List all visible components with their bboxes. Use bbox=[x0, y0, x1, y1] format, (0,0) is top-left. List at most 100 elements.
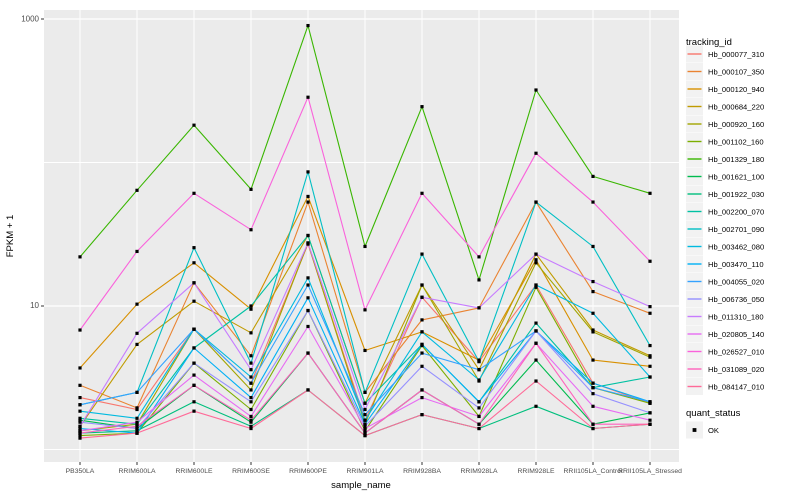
data-point-Hb_002701_090-RRIM928LA bbox=[477, 359, 481, 364]
data-point-Hb_006736_050-RRIM928LE bbox=[534, 329, 538, 333]
data-point-Hb_000120_940-RRIM600SE bbox=[249, 307, 253, 311]
data-point-Hb_001621_100-PB350LA bbox=[78, 418, 82, 422]
data-point-Hb_003462_080-RRIM600PE bbox=[306, 276, 310, 280]
legend-label-Hb_011310_180: Hb_011310_180 bbox=[708, 312, 764, 321]
data-point-Hb_006736_050-RRIM600LA bbox=[135, 426, 139, 431]
x-axis-title: sample_name bbox=[331, 480, 391, 491]
data-point-Hb_020805_140-RRII105LA_Stressed bbox=[648, 418, 652, 422]
data-point-Hb_020805_140-RRIM901LA bbox=[363, 426, 367, 431]
data-point-Hb_001922_030-RRIM600LA bbox=[135, 429, 139, 433]
data-point-Hb_003470_110-RRII105LA_Control bbox=[591, 381, 595, 385]
data-point-Hb_026527_010-RRIM600LA bbox=[135, 249, 139, 254]
data-point-Hb_006736_050-PB350LA bbox=[78, 420, 82, 424]
data-point-Hb_001621_100-RRIM600SE bbox=[249, 420, 253, 424]
legend-tracking-entries: Hb_000077_310 Hb_000107_350 Hb_000120_940 H… bbox=[686, 45, 764, 395]
data-point-Hb_004055_020-RRIM600LE bbox=[192, 327, 196, 331]
legend-label-Hb_000684_220: Hb_000684_220 bbox=[708, 102, 764, 111]
data-point-Hb_011310_180-RRII105LA_Stressed bbox=[648, 305, 652, 309]
legend-label-quant-OK: OK bbox=[708, 426, 719, 435]
data-point-Hb_084147_010-RRIM600SE bbox=[249, 426, 253, 431]
data-point-Hb_001329_180-RRIM928LE bbox=[534, 88, 538, 92]
data-point-Hb_000120_940-RRIM901LA bbox=[363, 348, 367, 353]
legend-label-Hb_001329_180: Hb_001329_180 bbox=[708, 155, 764, 164]
data-point-Hb_011310_180-RRIM928BA bbox=[420, 295, 424, 299]
data-point-Hb_001102_160-RRIM600SE bbox=[249, 407, 253, 412]
x-tick-label-RRIM901LA: RRIM901LA bbox=[346, 468, 383, 475]
data-point-Hb_000120_940-RRII105LA_Stressed bbox=[648, 364, 652, 368]
legend-quant-entries: OK bbox=[686, 421, 719, 439]
legend-label-Hb_006736_050: Hb_006736_050 bbox=[708, 295, 764, 304]
data-point-Hb_002200_070-PB350LA bbox=[78, 416, 82, 420]
data-point-Hb_004055_020-RRII105LA_Stressed bbox=[648, 400, 652, 404]
data-point-Hb_000920_160-RRIM600SE bbox=[249, 388, 253, 392]
data-point-Hb_026527_010-RRIM928LA bbox=[477, 255, 481, 259]
data-point-Hb_026527_010-RRIM928BA bbox=[420, 191, 424, 195]
data-point-Hb_003470_110-RRIM928BA bbox=[420, 342, 424, 347]
data-point-Hb_001102_160-PB350LA bbox=[78, 433, 82, 438]
data-point-Hb_084147_010-RRIM928BA bbox=[420, 413, 424, 417]
data-point-Hb_004055_020-RRIM928LA bbox=[477, 368, 481, 372]
data-point-Hb_084147_010-RRIM928LE bbox=[534, 379, 538, 383]
data-point-Hb_000120_940-PB350LA bbox=[78, 366, 82, 370]
data-point-Hb_002701_090-RRIM600SE bbox=[249, 361, 253, 365]
data-point-Hb_002701_090-RRIM928BA bbox=[420, 252, 424, 256]
data-point-Hb_000684_220-RRIM600LA bbox=[135, 342, 139, 347]
data-point-Hb_003462_080-RRIM928BA bbox=[420, 330, 424, 334]
data-point-Hb_026527_010-RRII105LA_Control bbox=[591, 200, 595, 204]
data-point-Hb_026527_010-RRIM600PE bbox=[306, 95, 310, 99]
data-point-Hb_000107_350-RRII105LA_Control bbox=[591, 289, 595, 294]
data-point-Hb_004055_020-RRIM600LA bbox=[135, 390, 139, 394]
legend-key-point-ok bbox=[692, 428, 697, 432]
data-point-Hb_001621_100-RRIM928LE bbox=[534, 358, 538, 362]
legend-title-quant-status: quant_status bbox=[686, 408, 741, 419]
data-point-Hb_002701_090-RRII105LA_Control bbox=[591, 244, 595, 249]
data-point-Hb_001329_180-RRIM600PE bbox=[306, 23, 310, 28]
data-point-Hb_001329_180-RRIM600LA bbox=[135, 188, 139, 192]
data-point-Hb_006736_050-RRII105LA_Stressed bbox=[648, 411, 652, 415]
data-point-Hb_000684_220-RRII105LA_Control bbox=[591, 328, 595, 332]
data-point-Hb_004055_020-RRIM928BA bbox=[420, 351, 424, 355]
x-tick-label-RRIM600LE: RRIM600LE bbox=[175, 468, 212, 475]
data-point-Hb_006736_050-RRIM901LA bbox=[363, 424, 367, 428]
data-point-Hb_031089_020-RRII105LA_Control bbox=[591, 422, 595, 426]
data-point-Hb_003470_110-RRIM928LA bbox=[477, 400, 481, 404]
y-axis-title: FPKM + 1 bbox=[5, 215, 16, 258]
data-point-Hb_084147_010-RRIM928LA bbox=[477, 426, 481, 431]
data-point-Hb_001329_180-RRII105LA_Stressed bbox=[648, 191, 652, 195]
data-point-Hb_002200_070-RRIM600PE bbox=[306, 233, 310, 238]
data-point-Hb_011310_180-RRIM901LA bbox=[363, 407, 367, 412]
data-point-Hb_031089_020-RRIM928BA bbox=[420, 388, 424, 392]
data-point-Hb_002701_090-RRIM600LE bbox=[192, 246, 196, 250]
data-point-Hb_000077_310-PB350LA bbox=[78, 395, 82, 400]
data-point-Hb_003470_110-RRIM600PE bbox=[306, 296, 310, 300]
legend-label-Hb_003462_080: Hb_003462_080 bbox=[708, 242, 764, 251]
data-point-Hb_003462_080-RRIM928LE bbox=[534, 283, 538, 287]
data-point-Hb_026527_010-RRIM600LE bbox=[192, 191, 196, 195]
data-point-Hb_026527_010-RRII105LA_Stressed bbox=[648, 259, 652, 263]
data-point-Hb_006736_050-RRIM600PE bbox=[306, 308, 310, 313]
data-point-Hb_000107_350-RRIM600SE bbox=[249, 354, 253, 358]
x-tick-label-RRII105LA_Stressed: RRII105LA_Stressed bbox=[618, 468, 682, 475]
legend-label-Hb_000120_940: Hb_000120_940 bbox=[708, 85, 764, 94]
data-point-Hb_001329_180-RRIM901LA bbox=[363, 244, 367, 249]
data-point-Hb_002200_070-RRIM901LA bbox=[363, 401, 367, 405]
data-point-Hb_002200_070-RRIM600SE bbox=[249, 304, 253, 308]
gridlines bbox=[44, 10, 679, 462]
x-tick-label-PB350LA: PB350LA bbox=[66, 468, 95, 475]
data-point-Hb_084147_010-PB350LA bbox=[78, 436, 82, 440]
data-point-Hb_001329_180-RRIM928BA bbox=[420, 105, 424, 109]
data-point-Hb_003462_080-RRIM928LA bbox=[477, 378, 481, 382]
x-tick-label-RRIM600LA: RRIM600LA bbox=[118, 468, 155, 475]
data-point-Hb_004055_020-RRIM600SE bbox=[249, 381, 253, 385]
legend-label-Hb_004055_020: Hb_004055_020 bbox=[708, 277, 764, 286]
data-point-Hb_001922_030-RRIM600LE bbox=[192, 400, 196, 404]
data-point-Hb_004055_020-RRII105LA_Control bbox=[591, 385, 595, 390]
data-point-Hb_020805_140-RRIM600SE bbox=[249, 414, 253, 419]
data-point-Hb_001922_030-RRIM600SE bbox=[249, 424, 253, 428]
data-point-Hb_000107_350-RRIM928BA bbox=[420, 318, 424, 322]
data-point-Hb_020805_140-RRIM928BA bbox=[420, 395, 424, 400]
x-tick-label-RRII105LA_Control: RRII105LA_Control bbox=[564, 468, 623, 475]
data-point-Hb_003462_080-RRII105LA_Stressed bbox=[648, 375, 652, 379]
